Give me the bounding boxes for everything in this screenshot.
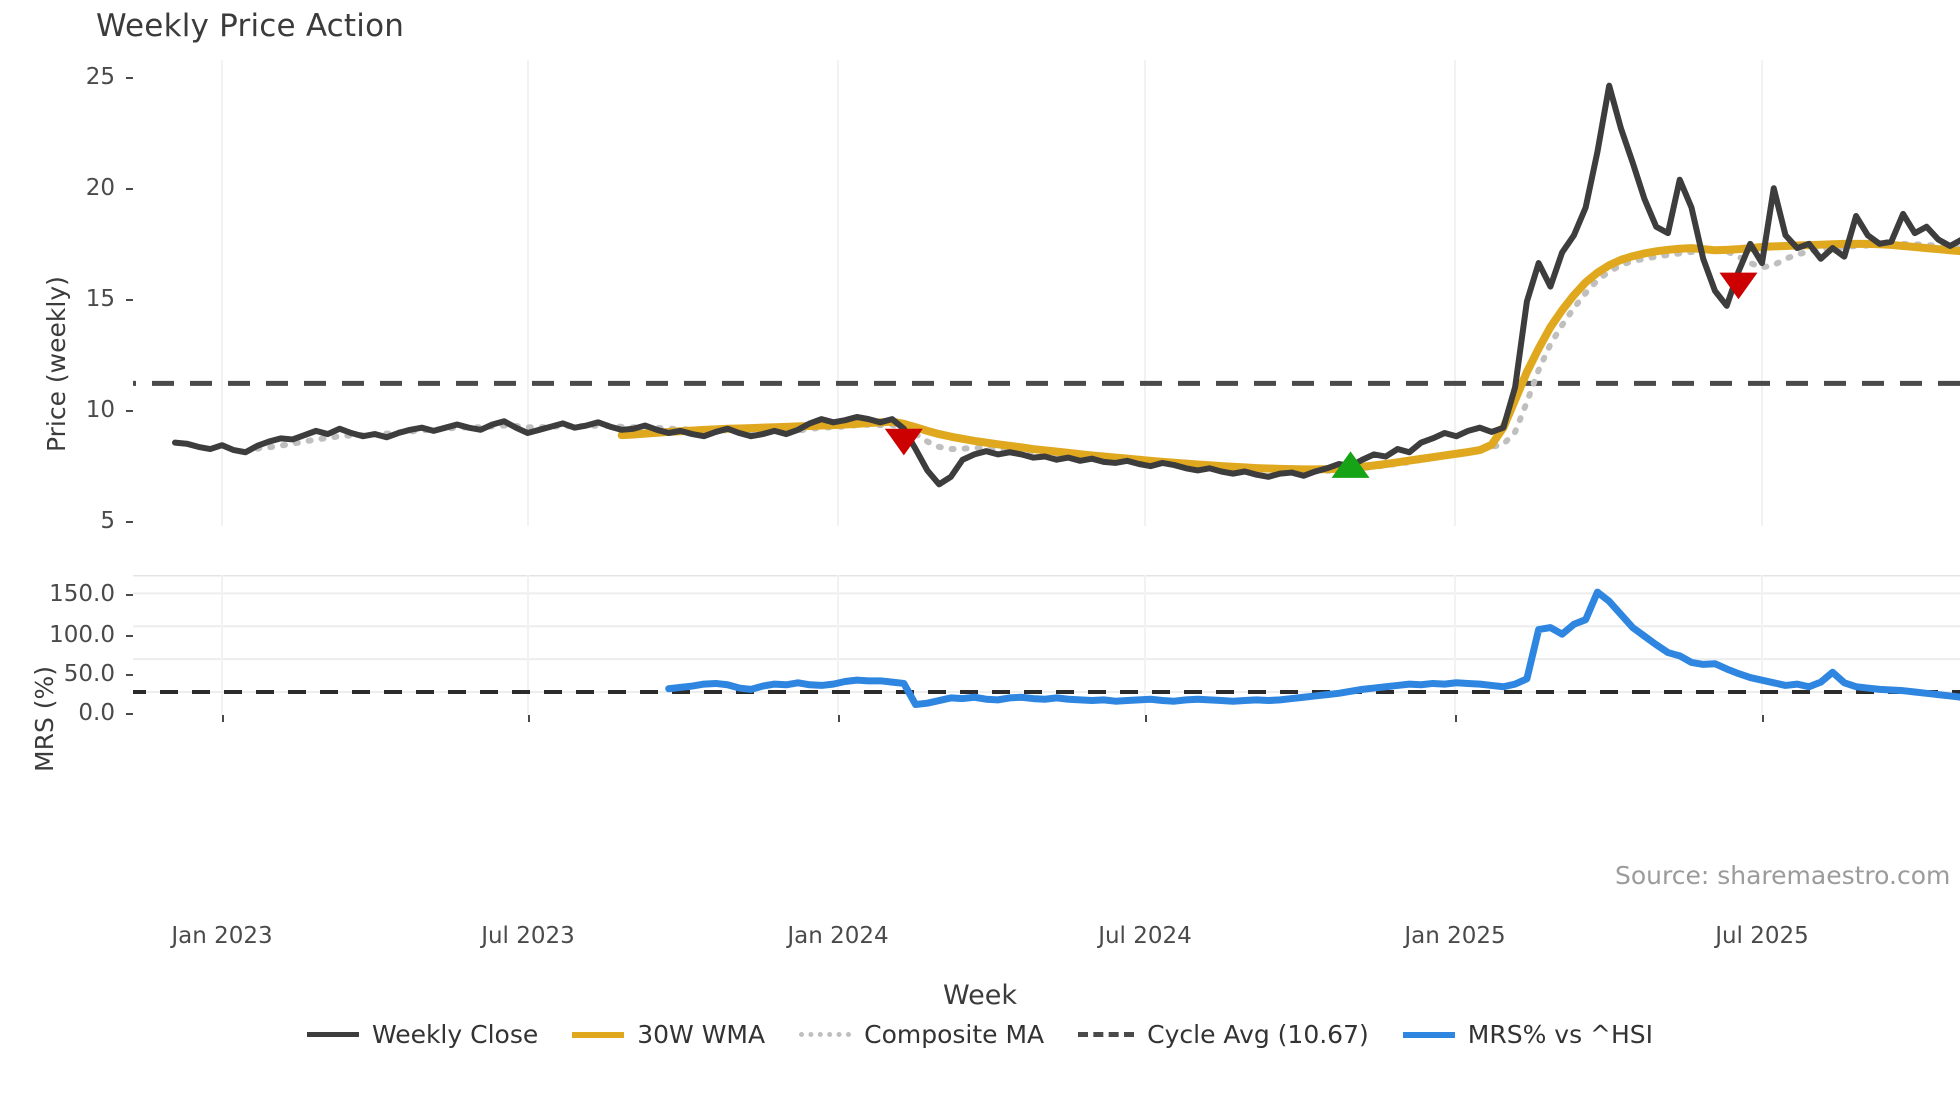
legend-item-3[interactable]: Cycle Avg (10.67) bbox=[1078, 1020, 1369, 1049]
mrs-tickmark-150 bbox=[126, 594, 133, 596]
price-tickmark-5 bbox=[126, 521, 133, 523]
sell-marker-2 bbox=[1719, 272, 1758, 300]
xtickmark-jul-2025 bbox=[1762, 715, 1764, 722]
legend-swatch-solid-icon bbox=[306, 1032, 359, 1037]
sell-marker-0 bbox=[884, 428, 923, 456]
price-ytick-5: 5 bbox=[100, 508, 115, 534]
mrs-tickmark-100 bbox=[126, 635, 133, 637]
legend-label: Composite MA bbox=[864, 1020, 1045, 1049]
buy-marker-1 bbox=[1331, 451, 1370, 478]
mrs-tickmark-50 bbox=[126, 674, 133, 676]
weekly-close-line bbox=[171, 82, 1960, 488]
legend-label: 30W WMA bbox=[637, 1020, 766, 1049]
price-ytick-10: 10 bbox=[85, 397, 115, 423]
xtick-jan-2025: Jan 2025 bbox=[1404, 923, 1506, 949]
chart-legend: Weekly Close 30W WMA Composite MA Cycle Avg… bbox=[0, 1020, 1960, 1049]
xtickmark-jul-2023 bbox=[528, 715, 530, 722]
legend-label: Cycle Avg (10.67) bbox=[1147, 1020, 1369, 1049]
legend-item-2[interactable]: Composite MA bbox=[799, 1020, 1044, 1049]
mrs-ytick-100: 100.0 bbox=[49, 622, 115, 648]
price-tickmark-20 bbox=[126, 188, 133, 190]
legend-label: Weekly Close bbox=[371, 1020, 539, 1049]
xtick-jul-2023: Jul 2023 bbox=[481, 923, 575, 949]
source-watermark: Source: sharemaestro.com bbox=[1615, 861, 1951, 890]
wma30-line bbox=[617, 239, 1960, 474]
mrs-ytick-50: 50.0 bbox=[63, 661, 115, 687]
mrs-tickmark-0 bbox=[126, 713, 133, 715]
mrs-ytick-150: 150.0 bbox=[49, 581, 115, 607]
xtick-jan-2024: Jan 2024 bbox=[787, 923, 889, 949]
price-ytick-20: 20 bbox=[85, 175, 115, 201]
mrs-chart-plot bbox=[133, 575, 1960, 715]
price-tickmark-15 bbox=[126, 299, 133, 301]
xtick-jan-2023: Jan 2023 bbox=[171, 923, 273, 949]
legend-item-4[interactable]: MRS% vs ^HSI bbox=[1402, 1020, 1654, 1049]
xtick-jul-2024: Jul 2024 bbox=[1098, 923, 1192, 949]
legend-swatch-solid-icon bbox=[1402, 1031, 1455, 1038]
price-plot-svg bbox=[133, 60, 1960, 526]
xtickmark-jul-2024 bbox=[1145, 715, 1147, 722]
mrs-ytick-0: 0.0 bbox=[78, 700, 115, 726]
legend-item-0[interactable]: Weekly Close bbox=[306, 1020, 539, 1049]
legend-label: MRS% vs ^HSI bbox=[1467, 1020, 1654, 1049]
legend-swatch-dotted-icon bbox=[799, 1032, 852, 1037]
xtick-jul-2025: Jul 2025 bbox=[1715, 923, 1809, 949]
price-tickmark-10 bbox=[126, 410, 133, 412]
price-ytick-15: 15 bbox=[85, 286, 115, 312]
price-chart-plot bbox=[133, 60, 1960, 526]
xtickmark-jan-2023 bbox=[222, 715, 224, 722]
x-axis-label: Week bbox=[943, 980, 1017, 1011]
xtickmark-jan-2024 bbox=[838, 715, 840, 722]
mrs-line bbox=[665, 588, 1960, 708]
legend-swatch-dashed-icon bbox=[1078, 1032, 1135, 1037]
mrs-plot-svg bbox=[133, 575, 1960, 715]
xtickmark-jan-2025 bbox=[1455, 715, 1457, 722]
price-tickmark-25 bbox=[126, 77, 133, 79]
legend-swatch-solid-icon bbox=[572, 1031, 625, 1038]
price-ytick-25: 25 bbox=[85, 64, 115, 90]
composite-ma-line bbox=[254, 240, 1960, 475]
chart-title: Weekly Price Action bbox=[96, 8, 405, 44]
legend-item-1[interactable]: 30W WMA bbox=[572, 1020, 765, 1049]
